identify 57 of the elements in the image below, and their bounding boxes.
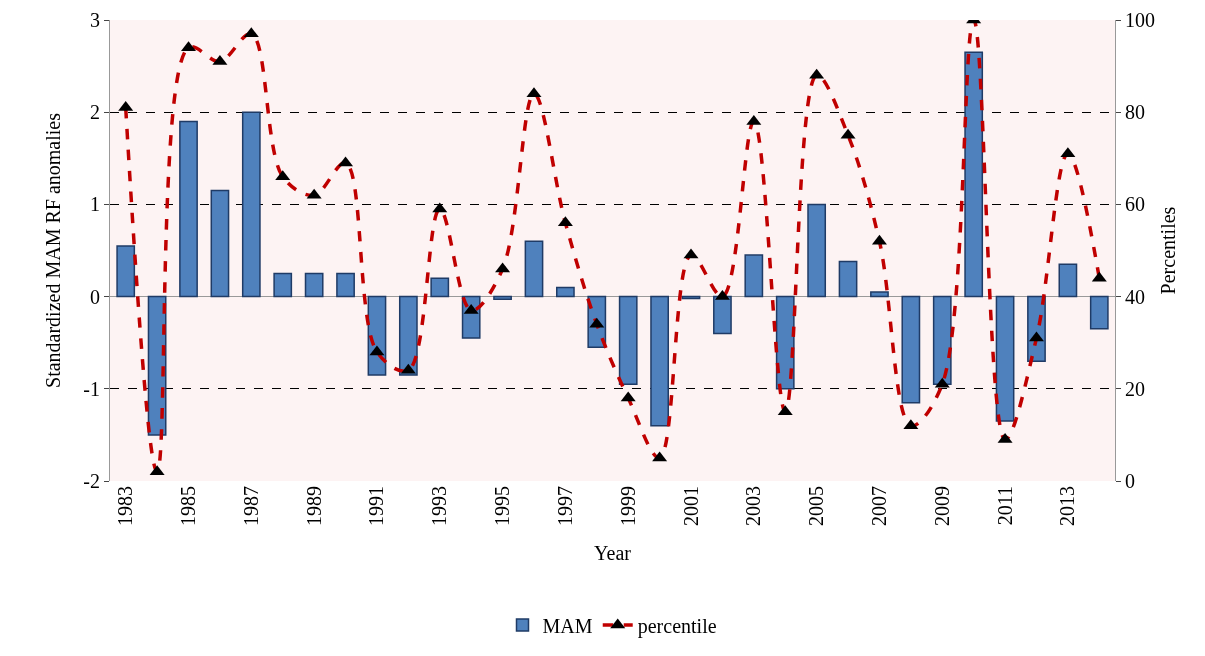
bar (964, 51, 984, 298)
y-tick-label: -1 (83, 377, 100, 400)
bar (179, 120, 198, 298)
x-tick-label: 1987 (239, 486, 262, 526)
y2-tick-label: 60 (1125, 193, 1145, 216)
bar (932, 295, 952, 385)
x-tick-label: 2005 (805, 486, 828, 526)
y2-tick-label: 80 (1125, 101, 1145, 124)
bar (870, 291, 889, 298)
x-tick-label: 1999 (616, 486, 639, 526)
x-tick-label: 2003 (742, 486, 765, 526)
x-tick-label: 2009 (930, 486, 953, 526)
bar (901, 295, 921, 404)
x-tick-label: 1983 (114, 486, 137, 526)
bar (241, 111, 261, 298)
bar (838, 260, 858, 298)
x-tick-label: 1989 (302, 486, 325, 526)
y2-tick-label: 40 (1125, 285, 1145, 308)
bar (713, 295, 732, 335)
y2-axis-title: Percentiles (1157, 206, 1179, 295)
bar (493, 295, 512, 301)
bar (524, 240, 544, 298)
x-tick-label: 1997 (553, 486, 576, 526)
y-axis-title: Standardized MAM RF anomalies (42, 112, 64, 388)
bar (1089, 295, 1109, 330)
legend-label: MAM (542, 614, 593, 637)
bar (116, 245, 136, 298)
x-tick-label: 2013 (1056, 486, 1079, 526)
y2-tick-label: 0 (1125, 470, 1135, 492)
x-axis-title: Year (594, 541, 632, 564)
bar (273, 272, 293, 298)
bar (618, 295, 638, 385)
y-tick-label: 1 (90, 193, 100, 216)
bar (210, 189, 230, 298)
x-tick-label: 1991 (365, 486, 388, 526)
bar (304, 272, 324, 298)
y-tick-label: 0 (90, 285, 100, 308)
x-tick-label: 1993 (428, 486, 451, 526)
x-tick-label: 1985 (177, 486, 200, 526)
y-tick-label: 3 (90, 9, 100, 31)
bar (556, 286, 575, 298)
legend-label: percentile (637, 614, 717, 638)
y-tick-label: 2 (90, 101, 100, 124)
y-tick-label: -2 (83, 470, 100, 492)
bar (430, 277, 450, 298)
x-tick-label: 2001 (679, 486, 702, 526)
x-tick-label: 1995 (491, 486, 514, 526)
y2-tick-label: 100 (1125, 9, 1155, 31)
bar (650, 295, 669, 427)
bar (995, 295, 1015, 422)
bar (744, 254, 764, 298)
bar (1058, 263, 1078, 298)
bar (807, 203, 827, 298)
bar (336, 272, 355, 298)
y2-tick-label: 20 (1125, 377, 1145, 400)
x-tick-label: 2007 (867, 486, 890, 526)
x-tick-label: 2011 (993, 486, 1016, 526)
